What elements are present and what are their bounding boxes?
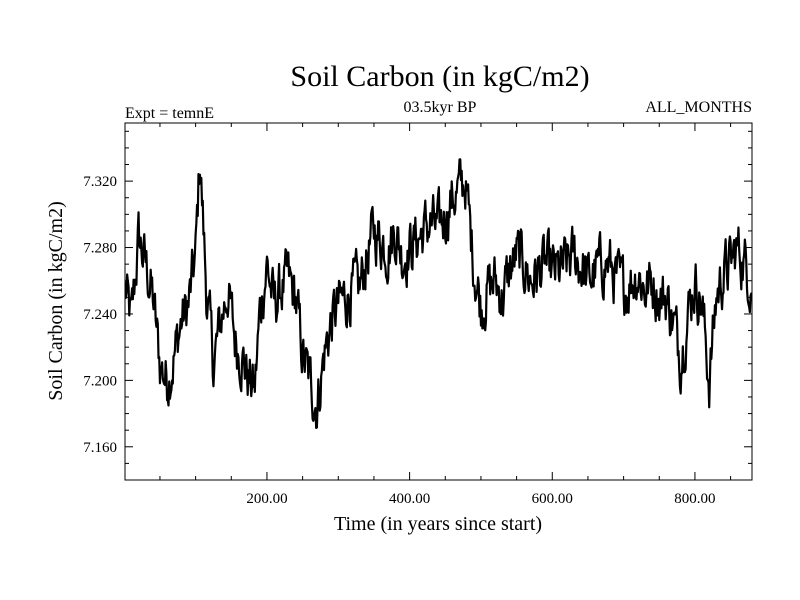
y-tick-label: 7.240 <box>83 307 117 323</box>
y-tick-label: 7.200 <box>83 373 117 389</box>
x-axis: 200.00 400.00 600.00 800.00 <box>159 123 732 507</box>
period-label: 03.5kyr BP <box>404 99 477 116</box>
y-tick-label: 7.160 <box>83 440 117 456</box>
plot-frame <box>124 122 753 481</box>
series-line-soil-carbon <box>125 158 752 430</box>
x-tick-label: 800.00 <box>674 491 715 507</box>
experiment-label: Expt = temnE <box>125 105 214 122</box>
chart-title: Soil Carbon (in kgC/m2) <box>290 60 589 93</box>
y-axis: 7.160 7.200 7.240 7.280 7.320 <box>83 130 752 464</box>
y-tick-label: 7.280 <box>83 241 117 257</box>
x-tick-label: 400.00 <box>389 491 430 507</box>
x-tick-label: 200.00 <box>246 491 287 507</box>
x-tick-label: 600.00 <box>532 491 573 507</box>
months-label: ALL_MONTHS <box>645 99 752 116</box>
y-tick-label: 7.320 <box>83 174 117 190</box>
x-axis-title: Time (in years since start) <box>334 513 542 535</box>
y-axis-title: Soil Carbon (in kgC/m2) <box>45 201 67 400</box>
